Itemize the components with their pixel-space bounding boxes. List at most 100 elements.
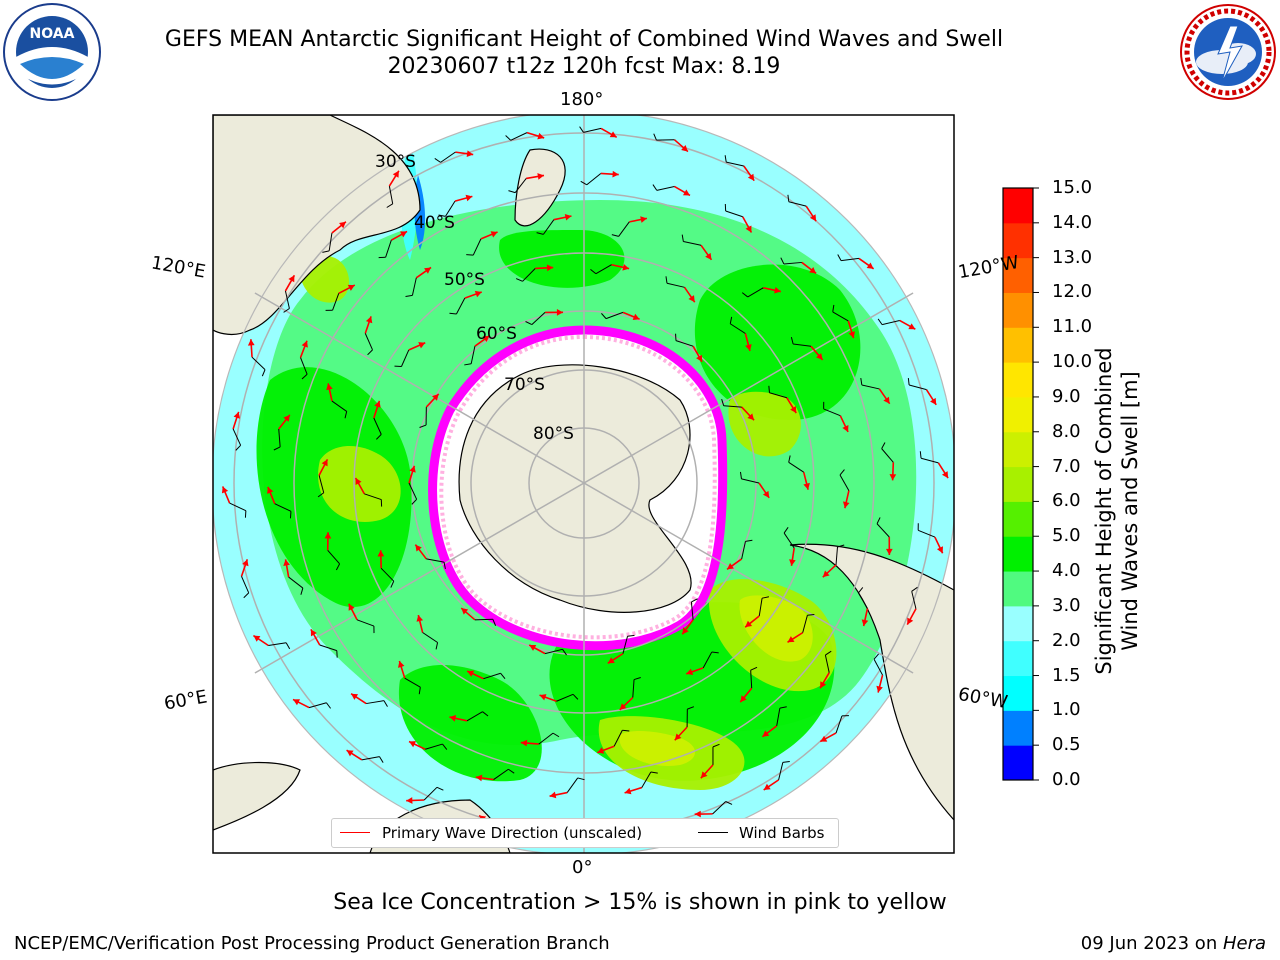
colorbar-tick-label: 8.0: [1052, 420, 1081, 442]
wind-barb: [380, 567, 395, 582]
wave-vector: [653, 133, 689, 153]
wave-vector: [373, 400, 382, 440]
wave-arrowhead: [221, 486, 229, 494]
colorbar-tick-label: 2.0: [1052, 629, 1081, 651]
wind-barb: [908, 384, 927, 391]
wind-barb-flag: [601, 313, 607, 319]
wind-barb: [920, 457, 939, 464]
wind-barb-flag: [379, 756, 384, 763]
wind-barb-flag: [326, 702, 332, 709]
wave-arrowhead: [612, 170, 619, 178]
wind-barb-flag: [877, 318, 883, 325]
wave-arrowhead: [449, 715, 457, 722]
wave-vector: [787, 194, 817, 222]
wind-barb-flag: [911, 586, 918, 592]
wave-vector: [787, 613, 815, 643]
wind-barb-flag: [235, 444, 241, 451]
wave-arrowhead: [392, 170, 399, 178]
wave-arrowhead: [398, 661, 405, 668]
wind-barb: [793, 343, 812, 347]
colorbar-tick-label: 0.5: [1052, 734, 1081, 756]
wind-barb: [278, 428, 281, 448]
wave-arrowhead: [529, 644, 537, 651]
wind-barb: [308, 702, 327, 709]
wave-vector: [744, 596, 770, 628]
wave-arrowhead: [908, 323, 916, 330]
wind-barb: [726, 161, 744, 167]
wave-vector: [839, 469, 850, 509]
wave-vector: [464, 335, 490, 366]
wave-vector: [240, 559, 250, 599]
wave-vector: [726, 539, 753, 570]
wind-barb: [618, 221, 630, 237]
wave-arrowhead: [564, 213, 572, 221]
wind-barb: [783, 532, 795, 549]
wave-arrowhead: [267, 486, 274, 494]
wind-barb-flag: [750, 666, 758, 671]
colorbar-tick-label: 5.0: [1052, 525, 1081, 547]
wave-vector: [449, 290, 482, 315]
wind-barb: [788, 201, 807, 207]
wind-barb: [839, 474, 850, 491]
wind-barb: [747, 287, 764, 298]
wind-barb-flag: [622, 729, 630, 732]
wave-arrowhead: [876, 685, 883, 693]
wind-barb: [741, 478, 760, 484]
wind-barb: [229, 502, 247, 512]
wave-vector: [273, 414, 291, 451]
wave-arrowhead: [482, 335, 490, 343]
wave-vector: [596, 729, 630, 754]
wind-barb: [472, 238, 482, 256]
wind-barb-flag: [405, 294, 413, 297]
wind-barb: [835, 546, 838, 565]
wave-vector: [520, 732, 560, 747]
wind-barb-flag: [711, 651, 719, 654]
colorbar-segment: [1003, 396, 1033, 433]
wave-vector: [505, 131, 545, 141]
wave-arrowhead: [861, 619, 869, 627]
wind-barb-flag: [825, 650, 832, 656]
colorbar-label-line1: Significant Height of Combined: [1092, 347, 1116, 675]
noaa-logo: NOAA: [3, 3, 101, 101]
wave-vector: [346, 749, 384, 763]
wind-barb: [702, 651, 713, 669]
wind-barb-flag: [876, 517, 881, 524]
wind-barb: [411, 277, 417, 296]
wind-barb-flag: [492, 619, 497, 626]
colorbar-tick-label: 13.0: [1052, 246, 1093, 268]
wind-barb: [404, 677, 421, 688]
wave-vector: [221, 486, 247, 518]
wave-arrowhead: [624, 787, 632, 795]
wave-vector: [837, 254, 875, 270]
wave-arrowhead: [682, 189, 690, 196]
wave-arrowhead: [339, 221, 346, 229]
wind-barb: [911, 591, 917, 609]
footer-date-text: 09 Jun 2023 on: [1080, 933, 1223, 954]
page-title: GEFS MEAN Antarctic Significant Height o…: [164, 27, 1004, 52]
wind-barb: [723, 405, 742, 408]
wave-vector: [394, 342, 426, 367]
wind-barb: [470, 346, 476, 364]
wave-vector: [406, 786, 444, 804]
wind-barb-flag: [273, 446, 281, 451]
wind-barb: [881, 448, 894, 463]
wave-arrowhead: [520, 739, 528, 747]
wind-barb-flag: [653, 133, 657, 141]
wind-barb: [483, 672, 501, 680]
wave-vector: [299, 340, 308, 380]
wave-arrowhead: [740, 695, 747, 703]
wave-arrowhead: [686, 668, 694, 675]
field-contour: [739, 595, 813, 662]
wind-barb: [741, 541, 746, 560]
wave-vector: [739, 666, 758, 703]
wave-vector: [741, 286, 782, 298]
wind-barb-flag: [411, 498, 418, 505]
wave-arrowhead: [424, 267, 432, 274]
wind-barb: [802, 615, 808, 633]
wave-vector: [408, 740, 448, 751]
colorbar-tick-label: 7.0: [1052, 455, 1081, 477]
wave-arrowhead: [365, 316, 373, 324]
wind-barb-flag: [858, 587, 864, 594]
wave-arrowhead: [762, 730, 770, 737]
wind-barb-flag: [919, 451, 922, 459]
